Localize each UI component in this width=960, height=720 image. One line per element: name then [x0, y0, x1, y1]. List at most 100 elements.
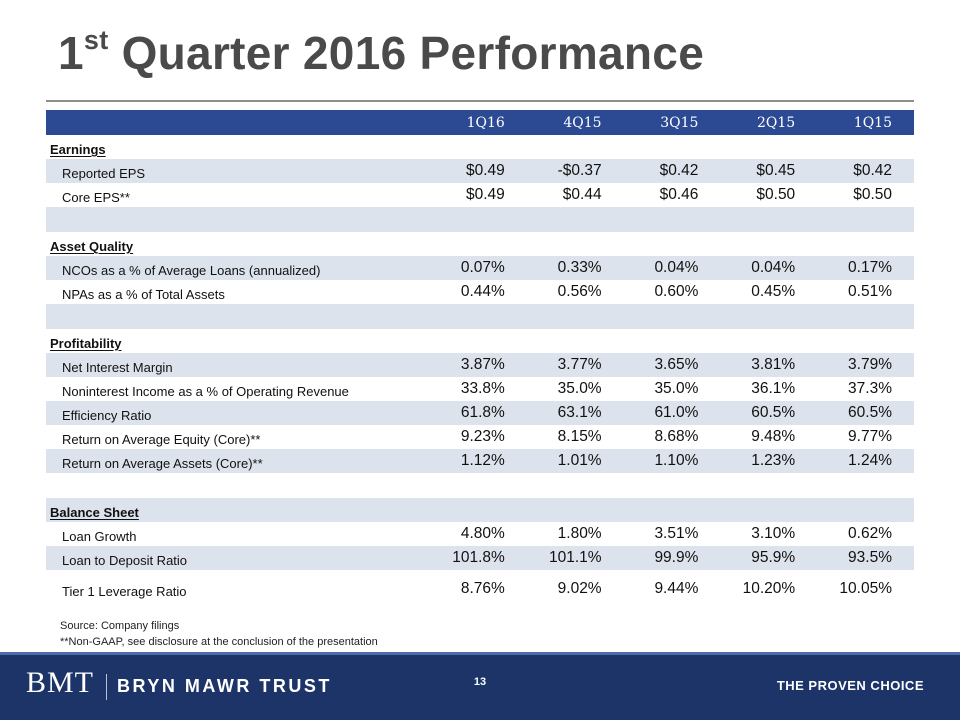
table-cell: 33.8% [460, 380, 505, 397]
table-cell: $0.46 [659, 186, 699, 203]
non-gaap-note: **Non-GAAP, see disclosure at the conclu… [60, 636, 378, 648]
table-cell: 0.62% [848, 525, 892, 542]
table-row: Core EPS** $0.49 $0.44 $0.46 $0.50 $0.50 [46, 183, 914, 207]
row-label: Return on Average Equity (Core)** [62, 432, 261, 447]
row-label: Noninterest Income as a % of Operating R… [62, 384, 349, 399]
table-cell: 61.0% [623, 401, 721, 425]
table-row: Noninterest Income as a % of Operating R… [46, 377, 914, 401]
table-row: NCOs as a % of Average Loans (annualized… [46, 256, 914, 280]
performance-table: 1Q16 4Q15 3Q15 2Q15 1Q15 Earnings Report… [46, 110, 914, 601]
table-cell: 93.5% [817, 546, 914, 570]
table-cell: 63.1% [526, 401, 624, 425]
table-cell: $0.49 [466, 186, 505, 203]
table-cell: 0.07% [430, 256, 527, 280]
table-row: Return on Average Assets (Core)** 1.12% … [46, 449, 914, 473]
table-cell: 8.68% [654, 428, 699, 445]
table-cell: 101.1% [526, 546, 624, 570]
column-header: 1Q15 [817, 110, 914, 135]
section-row: Asset Quality [46, 232, 914, 256]
section-row: Balance Sheet [46, 498, 914, 522]
table-cell: 0.44% [460, 283, 505, 300]
table-cell: 99.9% [623, 546, 721, 570]
table-cell: 9.02% [557, 580, 602, 597]
table-cell: 9.44% [654, 580, 699, 597]
table-cell: $0.50 [756, 186, 796, 203]
source-note: Source: Company filings [60, 620, 180, 632]
title-superscript: st [83, 24, 109, 55]
table-row: Net Interest Margin 3.87% 3.77% 3.65% 3.… [46, 353, 914, 377]
bmt-logo-mark: BMT [26, 666, 95, 699]
table-row: Loan Growth 4.80% 1.80% 3.51% 3.10% 0.62… [46, 522, 914, 546]
table-cell: -$0.37 [526, 159, 624, 183]
table-cell: 0.33% [526, 256, 624, 280]
table-cell: $0.45 [720, 159, 818, 183]
table-row: Efficiency Ratio 61.8% 63.1% 61.0% 60.5%… [46, 401, 914, 425]
table-cell: 9.77% [848, 428, 892, 445]
table-cell: 3.87% [430, 353, 527, 377]
table-header-row: 1Q16 4Q15 3Q15 2Q15 1Q15 [46, 110, 914, 135]
footer-accent-line [0, 652, 960, 655]
section-row: Profitability [46, 329, 914, 353]
table-cell: 1.24% [817, 449, 914, 473]
table-cell: 1.10% [623, 449, 721, 473]
table-cell: 0.17% [817, 256, 914, 280]
column-header: 3Q15 [623, 110, 721, 135]
table-cell: 61.8% [430, 401, 527, 425]
footnotes: Source: Company filings **Non-GAAP, see … [60, 618, 378, 650]
table-cell: $0.44 [562, 186, 602, 203]
column-header: 1Q16 [430, 110, 527, 135]
column-header: 2Q15 [720, 110, 818, 135]
table-cell: 10.05% [839, 580, 892, 597]
table-cell: 9.48% [751, 428, 796, 445]
table-cell: 35.0% [654, 380, 699, 397]
company-name: BRYN MAWR TRUST [117, 676, 332, 696]
table-cell: 37.3% [848, 380, 892, 397]
table-row: NPAs as a % of Total Assets 0.44% 0.56% … [46, 280, 914, 304]
slide-title: 1st Quarter 2016 Performance [58, 26, 704, 80]
table-cell: 3.79% [817, 353, 914, 377]
title-divider [46, 100, 914, 102]
footer-band: BMT BRYN MAWR TRUST 13 THE PROVEN CHOICE [0, 652, 960, 720]
row-label: Tier 1 Leverage Ratio [62, 584, 187, 599]
title-prefix: 1 [58, 27, 84, 79]
table-cell: 3.77% [526, 353, 624, 377]
section-label-earnings: Earnings [50, 142, 106, 157]
header-label-cell [46, 110, 430, 135]
section-label-balance-sheet: Balance Sheet [46, 498, 914, 522]
page-number: 13 [473, 676, 487, 688]
table-cell: 3.81% [720, 353, 818, 377]
row-label: NPAs as a % of Total Assets [62, 287, 225, 302]
section-row: Earnings [46, 135, 914, 159]
table-cell: 4.80% [460, 525, 505, 542]
table-cell: 101.8% [430, 546, 527, 570]
spacer-row [46, 304, 914, 329]
table-cell: 0.60% [654, 283, 699, 300]
table-cell: 1.12% [430, 449, 527, 473]
table-cell: 0.45% [751, 283, 796, 300]
table-cell: 35.0% [557, 380, 602, 397]
title-rest: Quarter 2016 Performance [108, 27, 705, 79]
row-label: NCOs as a % of Average Loans (annualized… [46, 256, 430, 280]
table-cell: 3.65% [623, 353, 721, 377]
table-cell: 1.23% [720, 449, 818, 473]
row-label: Net Interest Margin [46, 353, 430, 377]
spacer-row [46, 473, 914, 498]
row-label: Core EPS** [62, 190, 130, 205]
row-label: Loan to Deposit Ratio [46, 546, 430, 570]
row-label: Reported EPS [46, 159, 430, 183]
table-row: Reported EPS $0.49 -$0.37 $0.42 $0.45 $0… [46, 159, 914, 183]
table-cell: 60.5% [817, 401, 914, 425]
column-header: 4Q15 [526, 110, 624, 135]
table-cell: $0.49 [430, 159, 527, 183]
table-row: Tier 1 Leverage Ratio 8.76% 9.02% 9.44% … [46, 570, 914, 601]
row-label: Loan Growth [62, 529, 137, 544]
table-cell: $0.42 [623, 159, 721, 183]
table-cell: 0.04% [720, 256, 818, 280]
table-cell: 0.51% [848, 283, 892, 300]
logo-divider [106, 674, 107, 700]
table-cell: 9.23% [460, 428, 505, 445]
table-cell: 1.80% [557, 525, 602, 542]
section-label-profitability: Profitability [50, 336, 122, 351]
table-cell: 95.9% [720, 546, 818, 570]
table-cell: 8.15% [557, 428, 602, 445]
